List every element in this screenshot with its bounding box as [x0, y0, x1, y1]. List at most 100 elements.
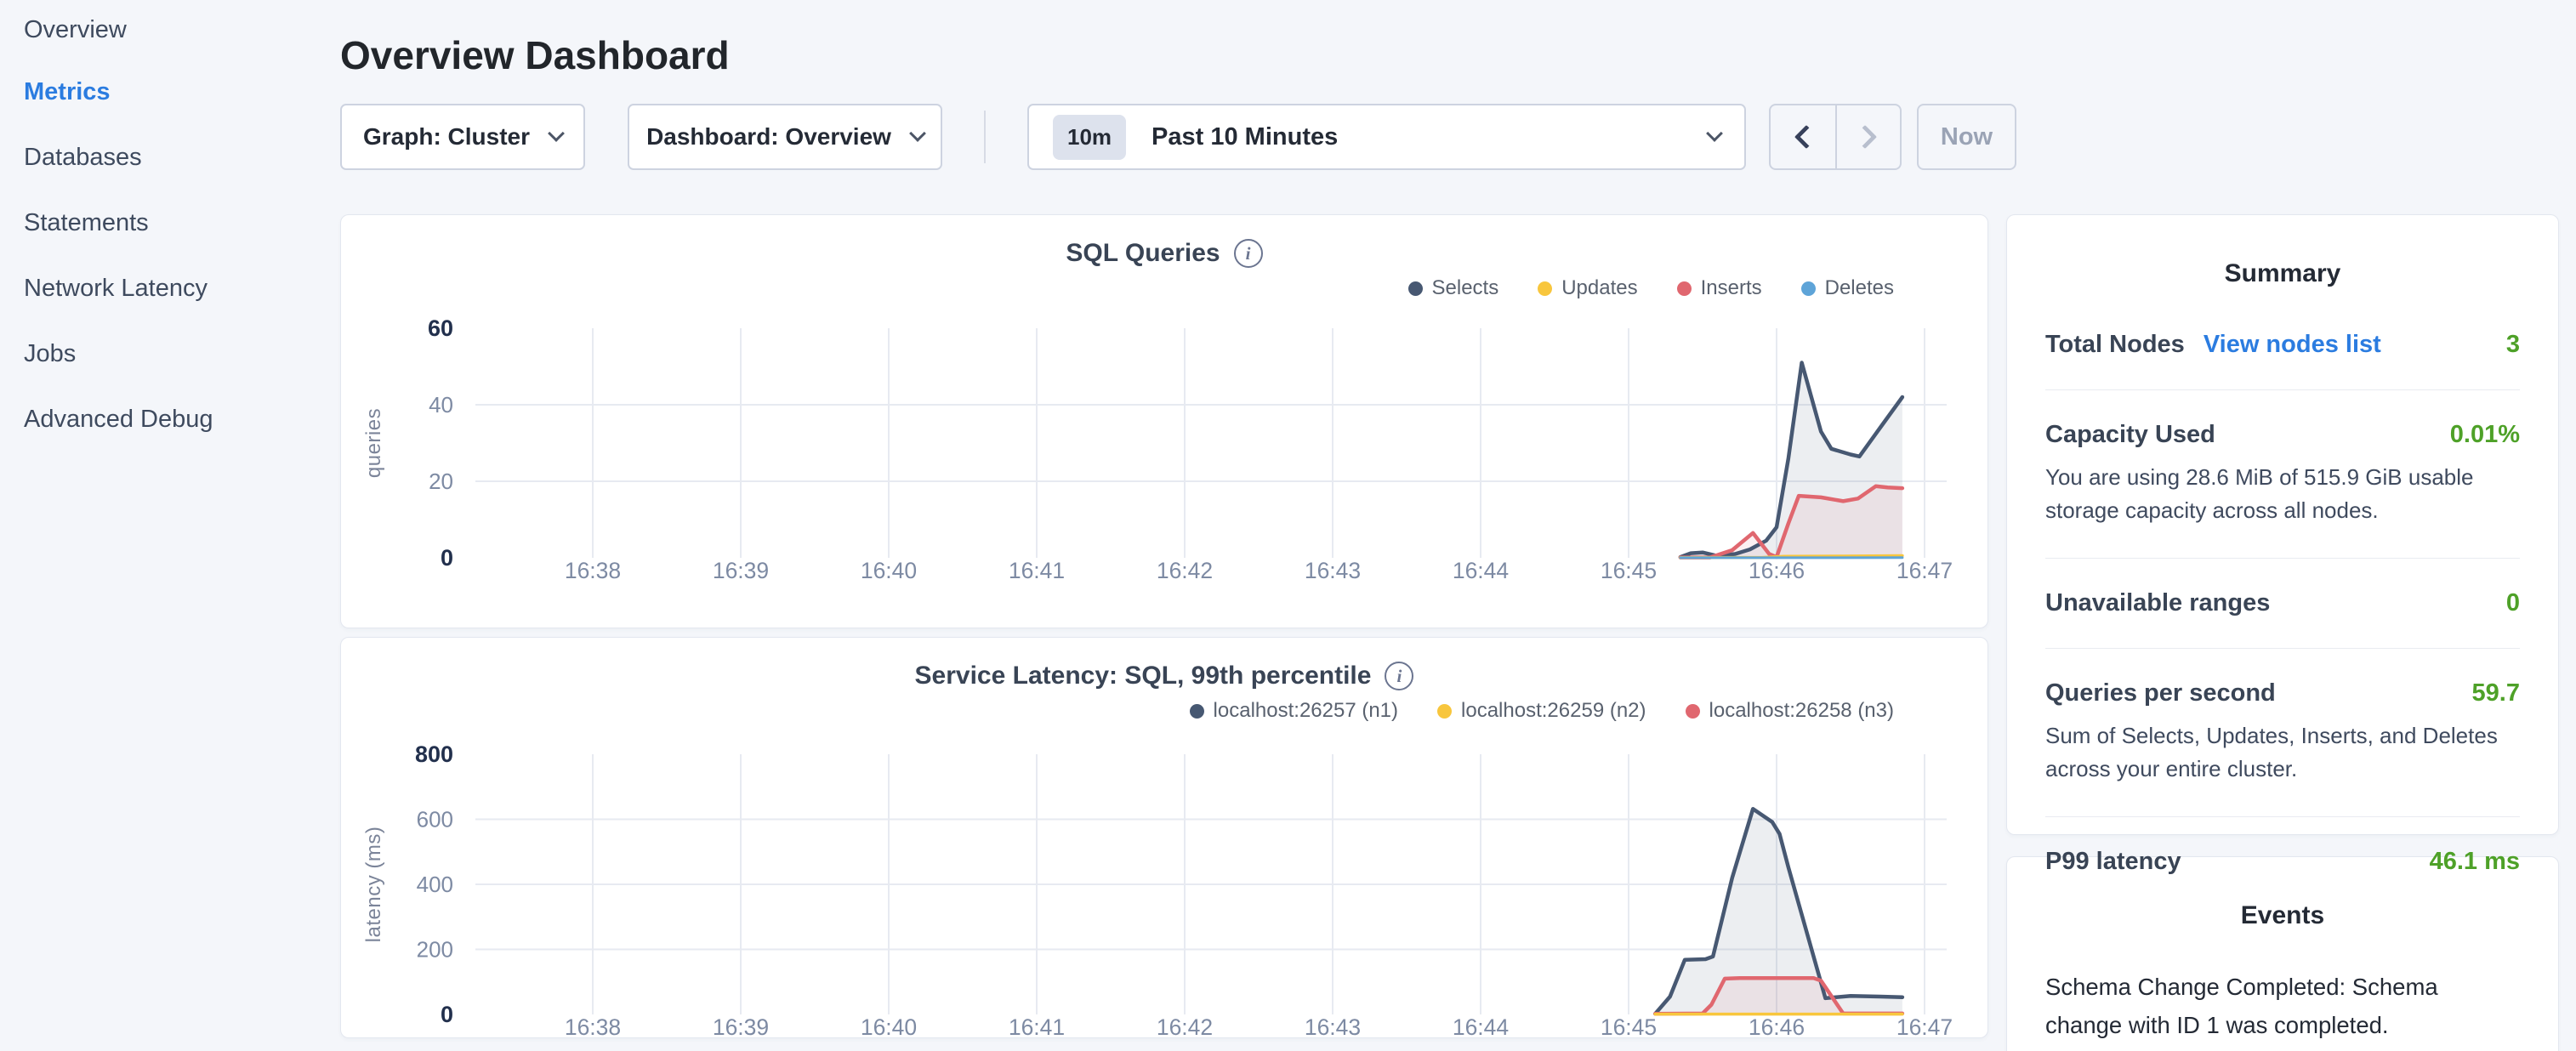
event-text: Schema Change Completed: Schema change w… — [2045, 974, 2438, 1038]
svg-text:16:39: 16:39 — [713, 558, 769, 583]
summary-row-label: Total Nodes — [2045, 331, 2185, 358]
legend-dot-icon — [1800, 281, 1816, 296]
summary-row: Unavailable ranges 0 — [2045, 589, 2520, 617]
service-latency-chart-card: Service Latency: SQL, 99th percentile i … — [340, 637, 1989, 1039]
summary-divider — [2045, 389, 2520, 390]
chart-title: Service Latency: SQL, 99th percentile — [914, 662, 1372, 690]
sidebar-nav: Overview Metrics Databases Statements Networ… — [0, 0, 340, 1051]
svg-text:600: 600 — [417, 807, 453, 832]
svg-text:16:45: 16:45 — [1601, 1014, 1657, 1039]
legend-label: Deletes — [1824, 276, 1894, 299]
service-latency-chart[interactable]: 16:38 16:39 16:40 16:41 16:42 16:43 16:44 16:45… — [341, 723, 1989, 1039]
sidebar-item-statements[interactable]: Statements — [24, 209, 149, 236]
summary-row-label: P99 latency — [2045, 848, 2181, 875]
legend-label: localhost:26258 (n3) — [1709, 699, 1894, 722]
svg-text:16:40: 16:40 — [861, 558, 917, 583]
legend-dot-icon — [1685, 703, 1700, 719]
legend-label: localhost:26257 (n1) — [1213, 699, 1399, 722]
summary-row: Total Nodes View nodes list 3 — [2045, 331, 2520, 359]
svg-text:16:44: 16:44 — [1453, 558, 1509, 583]
charts-column: SQL Queries i Selects Updates Inserts Delet… — [340, 214, 1988, 1051]
svg-text:400: 400 — [417, 872, 453, 897]
now-button[interactable]: Now — [1917, 104, 2016, 170]
svg-text:800: 800 — [415, 741, 453, 767]
sql-queries-chart-card: SQL Queries i Selects Updates Inserts Delet… — [340, 214, 1988, 628]
chevron-left-icon — [1794, 124, 1819, 150]
legend-label: Updates — [1561, 276, 1638, 299]
svg-text:16:46: 16:46 — [1749, 1014, 1805, 1039]
sidebar-item-overview[interactable]: Overview — [24, 15, 127, 43]
svg-text:40: 40 — [429, 392, 453, 418]
legend-item: Deletes — [1800, 276, 1894, 300]
dashboard-dropdown[interactable]: Dashboard: Overview — [628, 104, 942, 170]
legend-dot-icon — [1437, 703, 1453, 719]
legend-dot-icon — [1189, 703, 1204, 719]
svg-text:0: 0 — [441, 1002, 453, 1027]
view-nodes-list-link[interactable]: View nodes list — [2203, 331, 2381, 358]
summary-row: P99 latency 46.1 ms — [2045, 848, 2520, 876]
summary-row-label: Capacity Used — [2045, 421, 2215, 448]
svg-text:200: 200 — [417, 937, 453, 963]
page-title: Overview Dashboard — [340, 33, 730, 77]
content-row: SQL Queries i Selects Updates Inserts Delet… — [340, 214, 2561, 1051]
summary-row-value: 59.7 — [2471, 679, 2520, 707]
chevron-down-icon — [548, 125, 565, 142]
svg-text:16:43: 16:43 — [1305, 1014, 1361, 1039]
chevron-down-icon — [1706, 125, 1723, 142]
legend-item: localhost:26259 (n2) — [1437, 699, 1646, 723]
sidebar-item-databases[interactable]: Databases — [24, 144, 142, 171]
sidebar-item-metrics[interactable]: Metrics — [24, 78, 111, 105]
svg-text:16:44: 16:44 — [1453, 1014, 1509, 1039]
toolbar: Graph: Cluster Dashboard: Overview 10m P… — [340, 104, 2561, 170]
info-icon[interactable]: i — [1385, 662, 1414, 690]
chart-title: SQL Queries — [1066, 239, 1220, 267]
svg-text:16:43: 16:43 — [1305, 558, 1361, 583]
svg-text:16:41: 16:41 — [1009, 1014, 1065, 1039]
summary-panel: Summary Total Nodes View nodes list 3 Capac… — [2006, 214, 2559, 875]
svg-text:16:47: 16:47 — [1896, 1014, 1953, 1039]
summary-divider — [2045, 648, 2520, 649]
summary-rows: Total Nodes View nodes list 3 Capacity Used… — [2045, 331, 2520, 876]
svg-text:16:41: 16:41 — [1009, 558, 1065, 583]
legend-item: localhost:26258 (n3) — [1685, 699, 1894, 723]
events-panel: Events Schema Change Completed: Schema c… — [2006, 856, 2559, 1051]
chevron-down-icon — [909, 125, 926, 142]
right-column: Summary Total Nodes View nodes list 3 Capac… — [2006, 214, 2559, 1051]
summary-row-label: Unavailable ranges — [2045, 589, 2271, 616]
legend-item: localhost:26257 (n1) — [1189, 699, 1399, 723]
event-item: Schema Change Completed: Schema change w… — [2045, 968, 2520, 1051]
summary-divider — [2045, 816, 2520, 817]
sidebar-item-network-latency[interactable]: Network Latency — [24, 275, 208, 302]
dashboard-label: Dashboard: Overview — [646, 123, 891, 150]
sql-queries-chart[interactable]: 16:38 16:39 16:40 16:41 16:42 16:43 16:44 16:45… — [341, 313, 1989, 594]
summary-row-value: 46.1 ms — [2429, 848, 2520, 875]
summary-row-value: 0.01% — [2449, 421, 2520, 448]
svg-text:16:47: 16:47 — [1896, 558, 1953, 583]
toolbar-divider — [984, 111, 986, 163]
time-step-forward-button[interactable] — [1835, 105, 1900, 168]
time-step-buttons — [1769, 104, 1902, 170]
svg-text:20: 20 — [429, 469, 453, 494]
legend-label: Selects — [1431, 276, 1499, 299]
main-content: Overview Dashboard Graph: Cluster Dashbo… — [340, 0, 2576, 1051]
time-range-dropdown[interactable]: 10m Past 10 Minutes — [1027, 104, 1746, 170]
summary-row-description: Sum of Selects, Updates, Inserts, and De… — [2045, 723, 2498, 781]
sidebar-item-jobs[interactable]: Jobs — [24, 340, 77, 367]
svg-text:16:39: 16:39 — [713, 1014, 769, 1039]
graph-scope-dropdown[interactable]: Graph: Cluster — [340, 104, 585, 170]
svg-text:16:42: 16:42 — [1157, 1014, 1213, 1039]
legend-item: Inserts — [1676, 276, 1762, 300]
svg-text:16:38: 16:38 — [565, 1014, 621, 1039]
sidebar-item-advanced-debug[interactable]: Advanced Debug — [24, 406, 213, 433]
info-icon[interactable]: i — [1233, 239, 1263, 268]
summary-row-label: Queries per second — [2045, 679, 2276, 707]
svg-text:16:45: 16:45 — [1601, 558, 1657, 583]
time-step-back-button[interactable] — [1771, 105, 1835, 168]
legend-item: Selects — [1407, 276, 1499, 300]
svg-text:60: 60 — [428, 315, 453, 341]
time-range-label: Past 10 Minutes — [1152, 122, 1339, 151]
chart-legend: Selects Updates Inserts Deletes — [341, 276, 1987, 300]
svg-text:16:40: 16:40 — [861, 1014, 917, 1039]
graph-scope-label: Graph: Cluster — [362, 123, 531, 150]
